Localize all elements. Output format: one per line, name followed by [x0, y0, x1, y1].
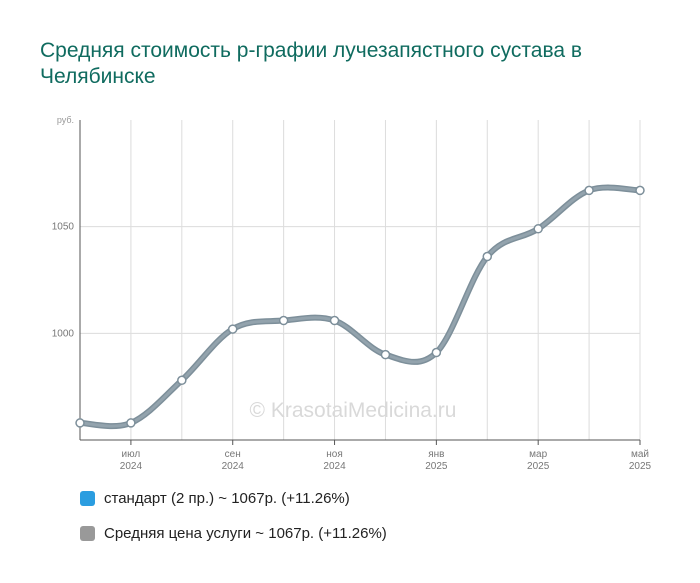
legend-swatch-blue — [80, 491, 95, 506]
horizontal-gridlines — [80, 226, 640, 334]
legend-swatch-gray — [80, 526, 95, 541]
data-point[interactable] — [329, 315, 340, 326]
data-point[interactable] — [431, 347, 442, 358]
x-tick-label-year: 2024 — [120, 461, 143, 472]
x-tick-label-year: 2024 — [222, 461, 245, 472]
vertical-gridlines — [130, 120, 641, 440]
legend-label-standard: стандарт (2 пр.) ~ 1067р. (+11.26%) — [104, 490, 350, 507]
data-point[interactable] — [482, 251, 493, 262]
watermark-text: © KrasotaiMedicina.ru — [250, 399, 457, 422]
x-tick-label-year: 2025 — [629, 461, 652, 472]
legend-item-standard[interactable]: стандарт (2 пр.) ~ 1067р. (+11.26%) — [80, 490, 350, 507]
y-tick-labels: 1000 1050 — [52, 222, 75, 340]
x-tick-label-month: ноя — [326, 449, 343, 460]
data-point[interactable] — [533, 224, 543, 234]
data-point[interactable] — [177, 375, 187, 386]
series-line-average — [78, 186, 642, 428]
x-tick-label-month: сен — [225, 449, 241, 460]
data-point[interactable] — [126, 418, 136, 428]
series-lines — [77, 184, 643, 430]
x-tick-label-year: 2025 — [527, 461, 550, 472]
data-points — [75, 185, 645, 428]
y-tick-label: 1000 — [52, 328, 75, 339]
data-point[interactable] — [635, 185, 645, 196]
x-tick-label-month: май — [631, 449, 649, 460]
x-tick-label-month: июл — [122, 449, 141, 460]
data-point[interactable] — [75, 418, 85, 428]
x-tick-label-year: 2025 — [425, 461, 448, 472]
data-point[interactable] — [278, 315, 289, 326]
chart-title: Средняя стоимость р-графии лучезапястног… — [40, 39, 583, 88]
y-axis-unit-label: руб. — [57, 115, 74, 125]
legend-label-average: Средняя цена услуги ~ 1067р. (+11.26%) — [104, 525, 387, 542]
data-point[interactable] — [584, 185, 594, 196]
series-line-standard — [77, 184, 643, 430]
x-tick-label-month: янв — [428, 449, 444, 460]
x-tick-label-month: мар — [529, 449, 547, 460]
x-tick-labels: июл2024сен2024ноя2024янв2025мар2025май20… — [120, 440, 652, 472]
legend-item-average[interactable]: Средняя цена услуги ~ 1067р. (+11.26%) — [80, 525, 387, 542]
x-tick-label-year: 2024 — [323, 461, 346, 472]
data-point[interactable] — [380, 349, 391, 360]
data-point[interactable] — [227, 324, 238, 334]
y-tick-label: 1050 — [52, 222, 75, 233]
